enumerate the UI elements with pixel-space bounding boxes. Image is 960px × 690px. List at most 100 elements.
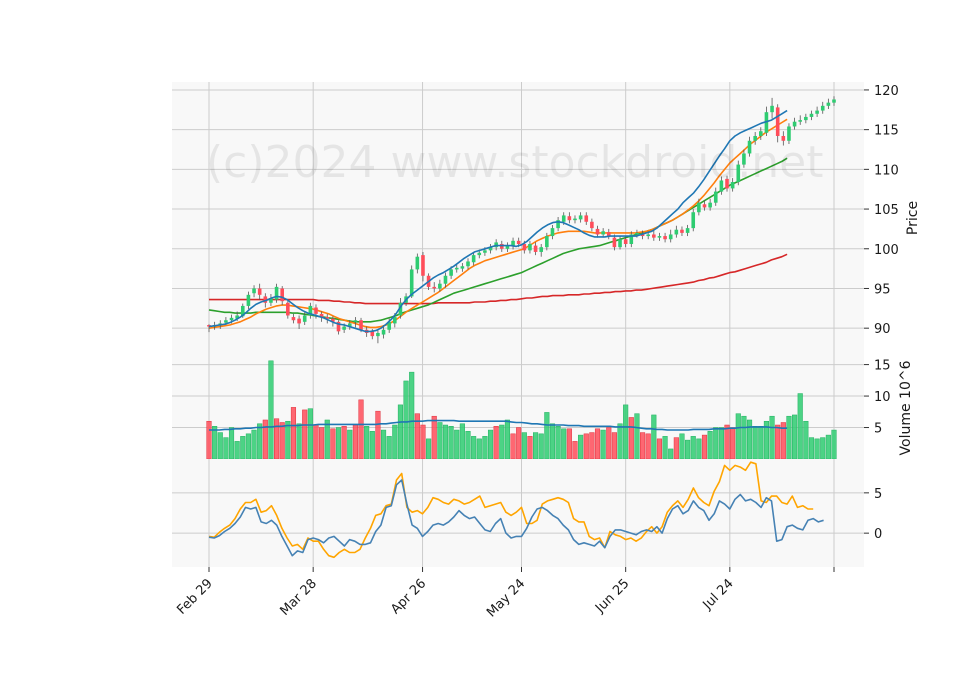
candle-up [601,231,605,235]
volume-bar-up [364,426,370,460]
volume-bar-up [369,431,375,460]
candle-down [567,216,572,221]
volume-y-tick-label: 10 [874,390,891,405]
candle-down [623,239,628,244]
candle-up [804,116,808,121]
volume-bar-up [713,427,719,460]
price-y-tick-label: 120 [874,84,899,99]
candle-up [302,315,307,322]
volume-bar-up [380,429,387,460]
candle-up [488,247,493,251]
volume-bar-up [437,422,443,460]
volume-bar-down [656,438,663,460]
candle-up [438,283,442,289]
volume-bar-up [549,423,556,460]
volume-bar-up [212,426,218,460]
price-y-tick-label: 105 [874,203,899,218]
candle-up [505,245,510,249]
volume-bar-up [718,427,724,460]
date-tick-label: May 24 [484,576,528,620]
volume-y-axis: 5 10 15 [864,359,891,437]
volume-bar-up [223,437,229,460]
candle-up [471,255,476,263]
candle-up [674,229,679,235]
candle-up [381,329,386,335]
volume-bar-up [820,437,826,460]
candle-up [832,99,836,103]
candle-down [584,215,589,222]
candle-up [545,236,549,248]
volume-bar-up [555,426,561,460]
candle-down [516,240,521,244]
volume-bar-up [578,434,584,460]
candle-up [798,120,803,122]
candle-up [668,234,673,240]
volume-bar-up [533,432,539,460]
volume-bar-up [426,438,432,460]
candle-up [578,215,583,220]
volume-panel: 5 10 15 Volume 10^6 [172,352,914,460]
candle-up [398,302,403,316]
volume-bar-up [386,436,392,460]
volume-bar-down [274,418,280,460]
candle-up [753,136,757,141]
candle-up [742,153,746,165]
volume-bar-up [487,429,494,460]
volume-bar-down [673,437,679,460]
candle-up [235,315,239,319]
candle-up [826,102,831,106]
volume-bars [206,360,837,460]
volume-bar-up [662,436,668,460]
volume-bar-up [808,437,815,460]
volume-bar-down [358,399,364,460]
volume-bar-down [611,432,617,460]
volume-bar-down [431,415,437,460]
volume-axis-title: Volume 10^6 [898,360,914,455]
candle-down [432,286,437,289]
candle-up [556,220,560,229]
candle-up [274,286,279,300]
candle-down [331,318,335,322]
volume-bar-up [228,427,235,460]
volume-bar-up [803,420,809,460]
candle-down [595,228,600,235]
candle-down [280,288,284,302]
candle-up [342,326,346,330]
candle-up [629,234,634,244]
candle-down [680,229,684,233]
candle-up [460,266,465,269]
volume-bar-up [814,438,820,460]
volume-bar-down [290,407,297,460]
oscillator-y-axis: 05 [864,487,882,542]
date-x-axis: Feb 29 Mar 28 Apr 26 May 24 Jun 25 Jul 24 [174,567,835,620]
volume-bar-up [307,408,313,460]
candle-up [809,113,814,117]
price-axis-title: Price [905,201,921,235]
price-y-axis: 90 95 100 105 110 115 120 [864,84,899,337]
price-panel: (c)2024 www.stockdroid.net 90 95 100 105 110… [172,82,921,352]
date-tick-label: Feb 29 [174,576,216,618]
volume-bar-up [623,404,629,460]
candle-up [252,288,256,294]
volume-bar-down [313,424,319,460]
ma-short-line [208,109,788,333]
candle-up [646,234,650,237]
candle-down [663,236,667,240]
date-tick-label: Apr 26 [388,576,429,617]
candle-up [269,298,273,303]
volume-average-path [209,419,788,431]
ma-long-line [208,157,788,323]
volume-bar-up [797,393,803,460]
oscillator-series-a [208,479,824,557]
candle-up [764,112,769,133]
oscillator-y-tick-label: 0 [874,527,882,542]
candle-down [606,232,611,237]
volume-bar-down [589,432,595,460]
candle-up [494,242,498,248]
volume-bar-up [234,441,240,460]
oscillator-gridlines [172,459,864,567]
candle-up [449,269,453,276]
candle-up [308,305,313,316]
candle-down [522,244,527,251]
candle-up [691,212,696,229]
